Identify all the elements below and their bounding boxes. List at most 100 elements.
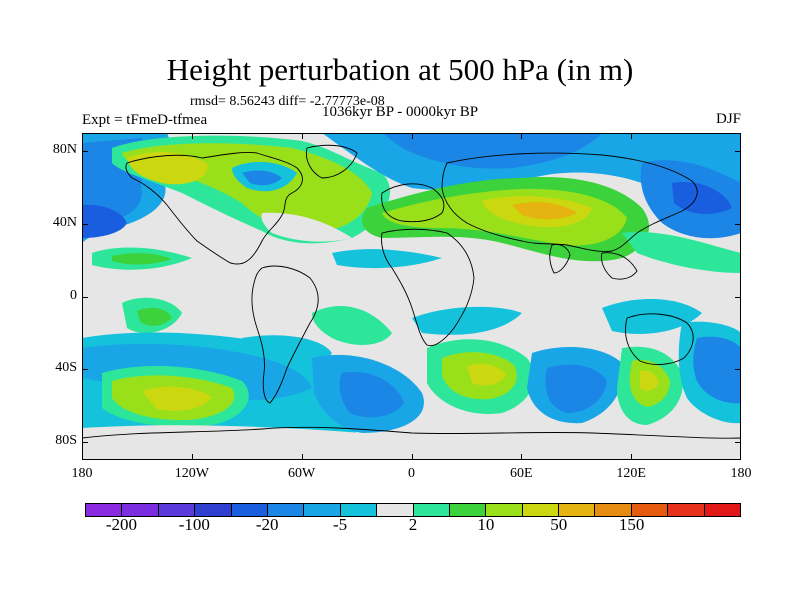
contour-field — [82, 133, 741, 460]
contour-region — [137, 307, 172, 326]
coastline-europe — [381, 183, 445, 223]
coastline-india — [549, 244, 571, 274]
colorbar — [85, 503, 741, 517]
x-tick-mark — [301, 454, 303, 460]
colorbar-label: 10 — [477, 515, 495, 534]
map-panel — [82, 133, 741, 460]
y-tick-mark — [735, 296, 741, 298]
y-tick-label: 40S — [55, 360, 77, 376]
contour-region — [412, 306, 522, 335]
x-tick-mark — [411, 133, 413, 139]
x-tick-mark — [521, 454, 523, 460]
contour-region — [545, 364, 607, 413]
contour-region — [127, 151, 208, 185]
x-tick-mark — [521, 133, 523, 139]
colorbar-cell — [267, 504, 305, 516]
colorbar-cell — [595, 504, 632, 516]
coastline-north-america — [125, 152, 303, 265]
contour-region — [112, 253, 172, 265]
x-tick-mark — [191, 133, 193, 139]
colorbar-cell — [158, 504, 196, 516]
x-tick-label: 60W — [288, 466, 316, 481]
y-tick-mark — [735, 369, 741, 371]
map-svg — [82, 133, 741, 460]
y-tick-mark — [82, 369, 88, 371]
contour-region — [312, 305, 392, 345]
contour-region — [693, 336, 741, 404]
colorbar-label: -200 — [105, 515, 138, 534]
colorbar-cell — [122, 504, 159, 516]
colorbar-cell — [413, 504, 450, 516]
stats-label: rmsd= 8.56243 diff= -2.77773e-08 — [190, 94, 385, 109]
x-tick-mark — [740, 454, 741, 460]
colorbar-label: -20 — [255, 515, 279, 534]
y-tick-label: 0 — [70, 287, 77, 303]
coastline-south-america — [251, 265, 319, 404]
season-label: DJF — [715, 111, 741, 127]
x-tick-mark — [411, 454, 413, 460]
coastline-antarctica — [82, 426, 741, 439]
coastline-greenland — [305, 144, 358, 179]
colorbar-cell — [231, 504, 268, 516]
colorbar-cell — [668, 504, 705, 516]
coastline-se-asia — [601, 252, 638, 280]
y-tick-mark — [82, 223, 88, 225]
x-tick-mark — [631, 454, 633, 460]
experiment-label: Expt = tFmeD-tfmea — [82, 112, 208, 128]
period-label: 1036kyr BP - 0000kyr BP — [321, 104, 479, 120]
x-tick-mark — [82, 454, 83, 460]
x-tick-label: 120E — [616, 466, 646, 481]
x-tick-mark — [301, 133, 303, 139]
contour-region — [242, 170, 282, 186]
colorbar-label: 2 — [408, 515, 418, 534]
y-tick-label: 40N — [52, 214, 77, 230]
y-tick-mark — [735, 441, 741, 443]
coastline-africa — [381, 228, 475, 347]
contour-region — [382, 133, 602, 169]
contour-region — [339, 372, 404, 418]
plot-title: Height perturbation at 500 hPa (in m) — [166, 52, 634, 87]
contour-region — [512, 202, 577, 220]
x-tick-label: 180 — [71, 466, 93, 481]
colorbar-cell — [340, 504, 378, 516]
colorbar-cell — [486, 504, 523, 516]
coastline-asia — [441, 152, 698, 252]
colorbar-cell — [377, 504, 414, 516]
x-tick-mark — [740, 133, 741, 139]
contour-region — [467, 363, 506, 386]
colorbar-label: 150 — [618, 515, 645, 534]
colorbar-cell — [704, 504, 741, 516]
colorbar-cell — [86, 504, 123, 516]
y-tick-mark — [82, 441, 88, 443]
colorbar-label: -100 — [178, 515, 210, 534]
x-tick-label: 120W — [174, 466, 209, 481]
contour-region — [82, 425, 741, 460]
contour-region — [672, 182, 732, 215]
x-tick-label: 180 — [730, 466, 752, 481]
colorbar-cell — [522, 504, 560, 516]
y-tick-mark — [735, 223, 741, 225]
coastline-australia — [625, 313, 694, 365]
y-tick-label: 80N — [52, 142, 77, 158]
x-tick-label: 60E — [510, 466, 533, 481]
x-tick-mark — [191, 454, 193, 460]
contour-region — [622, 232, 741, 273]
contour-region — [332, 249, 442, 269]
contour-region — [602, 298, 702, 334]
y-tick-mark — [82, 151, 88, 153]
x-tick-mark — [631, 133, 633, 139]
colorbar-label: 50 — [550, 515, 568, 534]
colorbar-cell — [631, 504, 669, 516]
contour-region — [82, 204, 127, 238]
colorbar-cell — [449, 504, 487, 516]
x-tick-label: 0 — [408, 466, 415, 481]
y-tick-mark — [82, 296, 88, 298]
contour-region — [142, 386, 212, 411]
contour-region — [640, 370, 659, 391]
contour-region — [261, 212, 352, 242]
colorbar-cell — [559, 504, 596, 516]
y-tick-mark — [735, 151, 741, 153]
colorbar-cell — [195, 504, 232, 516]
colorbar-label: -5 — [333, 515, 348, 534]
colorbar-cell — [304, 504, 341, 516]
